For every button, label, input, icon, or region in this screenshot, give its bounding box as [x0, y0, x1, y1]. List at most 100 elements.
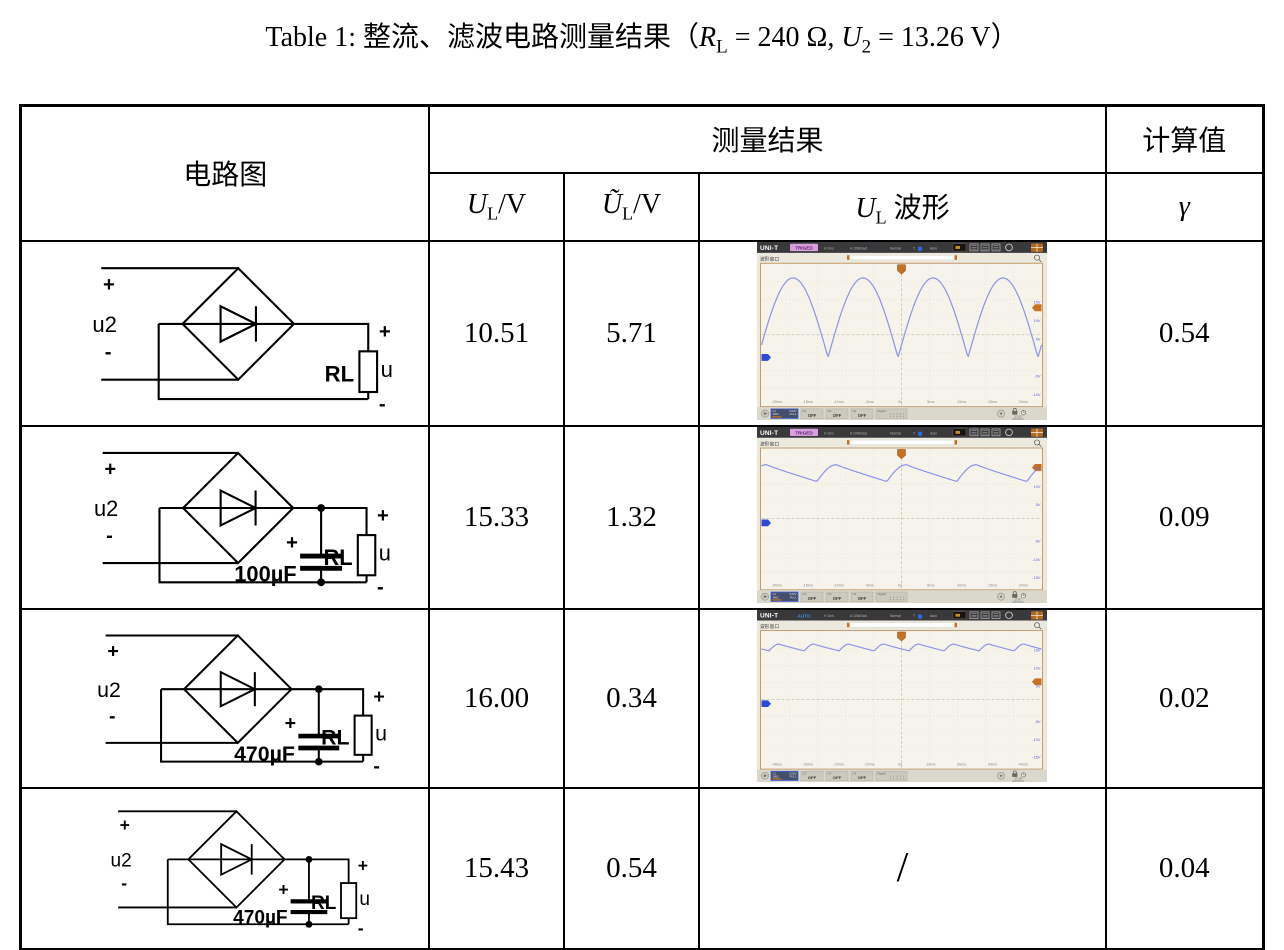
circuit-cell: + u2 - + ul - RL	[19, 240, 430, 428]
scope-date: 2025/02/11	[1013, 781, 1025, 782]
output-plus-label: +	[377, 505, 389, 527]
channel-label: C2	[803, 592, 807, 596]
load-resistor	[356, 534, 377, 577]
waveform-cell: /	[697, 787, 1108, 950]
waveform-window-label: 波形窗口	[760, 256, 779, 263]
time-axis-label: -15ms	[803, 400, 814, 404]
diode-icon	[219, 304, 259, 344]
output-plus-label: +	[358, 856, 368, 876]
ult-unit: /V	[633, 189, 662, 221]
acquire-mode: Normal	[890, 431, 901, 435]
source-label: u2	[94, 496, 118, 521]
time-axis-label: -30ms	[803, 763, 814, 767]
header-calculated: 计算值	[1105, 104, 1264, 175]
channel-label: C3	[828, 409, 832, 413]
wave-var: U	[855, 192, 876, 224]
time-axis-label: 0s	[899, 400, 903, 404]
capacitor-plus-label: +	[285, 712, 296, 734]
time-axis-label: 10ms	[927, 763, 936, 767]
trigger-source: T	[913, 614, 915, 618]
channel-label: C3	[828, 772, 832, 776]
channel-off-label: OFF	[833, 413, 842, 418]
input-minus-label: -	[109, 706, 116, 728]
diode-icon	[219, 670, 258, 708]
acquire-mode: Normal	[890, 247, 901, 251]
trigger-source: T	[913, 431, 915, 435]
time-axis-label: -10ms	[834, 400, 845, 404]
channel-label: C4	[853, 772, 857, 776]
junction-dot	[317, 504, 326, 513]
output-minus-label: -	[377, 577, 384, 598]
time-axis-label: 20ms	[1019, 400, 1028, 404]
header-row-2: UL/V ŨL/V UL 波形 γ	[21, 172, 1264, 243]
oscilloscope-screenshot: UNI-T TRIGED H 1ms A 100kSa/s Normal T Auto 波形窗…	[757, 428, 1048, 604]
scope-brand: UNI-T	[760, 430, 778, 437]
junction-dot	[305, 856, 313, 864]
channel2-info	[801, 408, 824, 419]
ch1-scale: 5.00V	[790, 772, 797, 776]
time-axis-label: 5ms	[928, 400, 935, 404]
digital-info	[876, 591, 908, 602]
waveform-window-label: 波形窗口	[760, 623, 779, 630]
channel3-info	[826, 591, 849, 602]
toolbar-icon	[992, 243, 1001, 252]
time-axis-label: -10ms	[834, 584, 845, 588]
wave-label: 波形	[886, 192, 950, 224]
ch1-label: C1	[773, 409, 777, 413]
capacitor-plus-label: +	[286, 532, 298, 554]
scope-header-bar	[757, 243, 1048, 253]
digital-label: Digital	[878, 592, 887, 596]
lock-icon	[1013, 770, 1018, 774]
header-circuit: 电路图	[19, 104, 430, 243]
ripple-value: 0.54	[562, 787, 700, 950]
input-plus-label: +	[105, 459, 117, 481]
voltage-axis-label: -15V	[1033, 756, 1042, 760]
channel-off-label: OFF	[808, 596, 817, 601]
ch1-impedance: 1MΩ	[773, 412, 779, 416]
voltage-axis-label: -10V	[1033, 558, 1042, 562]
channel-label: C4	[853, 409, 857, 413]
load-resistor	[353, 714, 373, 756]
toolbar-icon	[970, 611, 979, 620]
settings-icon	[1005, 243, 1014, 252]
toolbar-icon	[970, 428, 979, 437]
source-label: u2	[93, 312, 118, 337]
time-axis-label: -20ms	[772, 584, 783, 588]
input-plus-label: +	[108, 641, 119, 663]
toolbar-icon	[992, 428, 1001, 437]
capacitor-plus-label: +	[279, 880, 289, 900]
wire	[118, 810, 350, 926]
channel-off-label: OFF	[808, 775, 817, 780]
voltage-axis-label: 5V	[1036, 337, 1041, 342]
time-axis-label: 10ms	[958, 584, 967, 588]
channel1-info	[771, 771, 799, 781]
capacitor-plates	[298, 733, 340, 751]
trigger-status-badge	[790, 243, 819, 252]
channel-marker-icon	[761, 700, 772, 708]
ult-sub: L	[622, 203, 634, 224]
lock-icon	[1013, 591, 1018, 595]
caption-sub-2: 2	[861, 36, 872, 58]
voltage-axis-label: 15V	[1034, 467, 1041, 471]
trigger-status-badge	[790, 428, 819, 437]
horizontal-status: H 1ms	[824, 247, 834, 251]
capacitor: +470µF	[234, 685, 340, 766]
input-plus-label: +	[120, 816, 130, 836]
ch1-scale: 5.00V	[790, 409, 797, 413]
gamma-value: 0.54	[1105, 240, 1264, 428]
voltage-axis-label: -10V	[1033, 738, 1042, 742]
scope-brand: UNI-T	[760, 245, 778, 252]
wave-sub: L	[875, 207, 887, 228]
toolbar-icon	[981, 243, 990, 252]
header-gamma: γ	[1105, 172, 1264, 243]
ch1-label: C1	[773, 592, 777, 596]
oscilloscope-screenshot: UNI-T AUTO H 1ms A 100kSa/s Normal T Auto 波形窗口 1…	[757, 611, 1048, 783]
position-bar	[847, 255, 958, 261]
caption-text: = 13.26 V）	[871, 22, 1019, 53]
waveform-cell: UNI-T AUTO H 1ms A 100kSa/s Normal T Auto 波形窗口 1…	[697, 608, 1108, 790]
time-axis-label: -40ms	[772, 763, 783, 767]
scope-date: 2025/02/11	[1013, 418, 1025, 420]
wire	[101, 267, 370, 401]
